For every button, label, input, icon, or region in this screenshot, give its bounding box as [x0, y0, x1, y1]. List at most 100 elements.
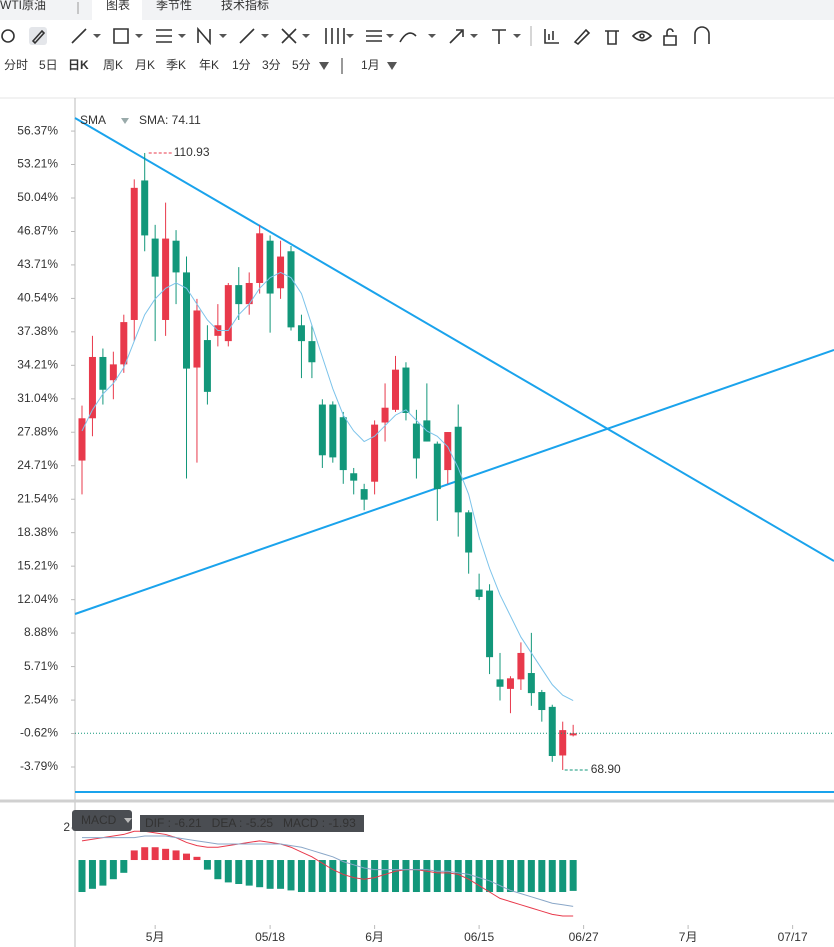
candle-body: [360, 489, 368, 500]
candle-body: [235, 285, 243, 305]
macd-bar: [120, 860, 128, 873]
tab[interactable]: 季节性: [156, 0, 192, 12]
macd-bar: [78, 860, 86, 893]
candle-body: [444, 432, 452, 471]
macd-bar: [569, 860, 577, 891]
x-tick-label: 5月: [146, 930, 165, 944]
macd-bar: [381, 860, 389, 893]
period-button[interactable]: 1月: [361, 58, 380, 72]
macd-bar: [486, 860, 494, 893]
macd-bar: [506, 860, 514, 893]
y-tick-label: 43.71%: [17, 257, 58, 271]
period-button[interactable]: 3分: [262, 58, 281, 72]
candle-body: [496, 679, 504, 687]
candle-body: [548, 706, 556, 757]
candle-body: [381, 407, 389, 423]
macd-line: [82, 835, 574, 907]
macd-bar: [235, 860, 243, 885]
indicator-name: SMA: [80, 113, 106, 127]
x-tick-label: 06/15: [464, 930, 494, 944]
candle-body: [78, 418, 86, 461]
max-annotation: 110.93: [174, 145, 210, 159]
period-button[interactable]: 季K: [166, 58, 186, 72]
candle-body: [569, 733, 577, 736]
macd-bar: [339, 860, 347, 893]
macd-bar: [402, 860, 410, 893]
trend-line: [74, 117, 834, 562]
tab[interactable]: 图表: [106, 0, 130, 12]
macd-bar: [308, 860, 316, 893]
macd-bar: [162, 848, 170, 861]
period-button[interactable]: 日K: [68, 58, 89, 72]
macd-bar: [277, 860, 285, 889]
x-tick-label: 05/18: [255, 930, 285, 944]
macd-bar: [465, 860, 473, 893]
macd-bar: [88, 860, 96, 889]
candle-body: [297, 325, 305, 342]
macd-bar: [527, 860, 535, 893]
candle-body: [350, 473, 358, 481]
candle-body: [517, 652, 525, 680]
tab[interactable]: 技术指标: [221, 0, 269, 12]
x-tick-label: 7月: [679, 930, 698, 944]
x-tick-label: 07/17: [778, 930, 808, 944]
min-annotation: 68.90: [591, 762, 621, 776]
candle-body: [183, 272, 191, 369]
dropdown-arrows: [93, 34, 521, 70]
trend-line: [74, 349, 834, 615]
macd-bar: [517, 860, 525, 893]
candle-body: [538, 692, 546, 711]
y-tick-label: 12.04%: [17, 592, 58, 606]
candle-body: [339, 417, 347, 471]
period-button[interactable]: 5分: [292, 58, 311, 72]
period-button[interactable]: 年K: [199, 58, 219, 72]
candle-body: [412, 423, 420, 459]
candle-body: [329, 404, 337, 458]
y-tick-label: 15.21%: [17, 558, 58, 572]
y-tick-label: 2: [63, 820, 70, 834]
candle-body: [224, 285, 232, 342]
macd-bar: [287, 860, 295, 891]
period-button[interactable]: 5日: [39, 58, 58, 72]
period-button[interactable]: 周K: [103, 58, 123, 72]
candle-body: [151, 238, 159, 277]
y-tick-label: 18.38%: [17, 525, 58, 539]
y-tick-label: 40.54%: [17, 291, 58, 305]
x-tick-label: 6月: [365, 930, 384, 944]
macd-bar: [99, 860, 107, 886]
period-button[interactable]: 分时: [4, 58, 28, 72]
candle-body: [308, 341, 316, 363]
y-tick-label: 56.37%: [17, 123, 58, 137]
macd-bar: [256, 860, 264, 888]
macd-bar: [109, 860, 117, 880]
macd-bar: [203, 860, 211, 870]
macd-bar: [559, 860, 567, 893]
macd-line: [81, 830, 574, 917]
readout-badge: [140, 815, 364, 832]
macd-bar: [151, 847, 159, 861]
macd-bar: [496, 860, 504, 893]
y-tick-label: 34.21%: [17, 357, 58, 371]
macd-bar: [214, 860, 222, 880]
active-tab: [92, 0, 142, 20]
period-button[interactable]: 月K: [135, 58, 155, 72]
candle-body: [465, 512, 473, 553]
candle-body: [162, 238, 170, 320]
x-tick-label: 06/27: [569, 930, 599, 944]
y-tick-label: 21.54%: [17, 491, 58, 505]
period-button[interactable]: 1分: [232, 58, 251, 72]
tab[interactable]: WTI原油: [0, 0, 46, 12]
candle-body: [527, 673, 535, 694]
indicator-badge: [72, 810, 132, 831]
candle-body: [392, 369, 400, 410]
sma-line: [81, 271, 574, 701]
macd-bar: [172, 850, 180, 861]
macd-bar: [297, 860, 305, 893]
y-tick-label: 31.04%: [17, 391, 58, 405]
indicator-value: SMA: 74.11: [139, 113, 201, 127]
y-tick-label: 24.71%: [17, 458, 58, 472]
candle-body: [318, 404, 326, 456]
y-tick-label: 37.38%: [17, 324, 58, 338]
macd-bar: [245, 860, 253, 886]
